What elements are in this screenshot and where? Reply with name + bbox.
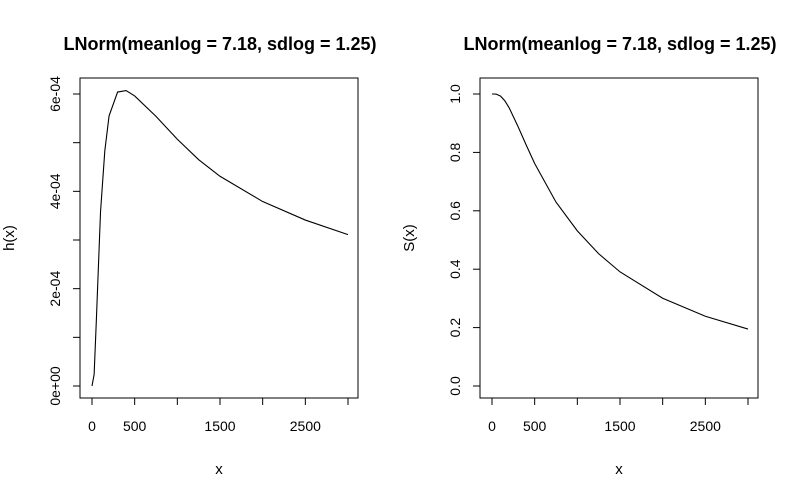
hazard-y-tick-label: 0e+00 [47,366,63,406]
survival-y-tick-label: 0.2 [447,318,463,338]
survival-x-tick-label: 500 [523,418,547,434]
hazard-y-axis: 0e+00 2e-04 4e-04 6e-04 [47,76,81,406]
hazard-chart-title: LNorm(meanlog = 7.18, sdlog = 1.25) [63,34,376,54]
survival-x-axis: 0 500 1500 2500 [488,397,749,434]
survival-y-tick-label: 0.0 [447,376,463,396]
survival-y-tick-label: 0.6 [447,201,463,221]
survival-panel: LNorm(meanlog = 7.18, sdlog = 1.25) 0 500 1… [401,34,777,478]
hazard-y-tick-label: 6e-04 [47,76,63,112]
hazard-x-axis: 0 500 1500 2500 [88,397,349,434]
survival-curve [491,93,749,330]
hazard-x-tick-label: 0 [88,418,96,434]
hazard-y-tick-label: 4e-04 [47,173,63,209]
survival-x-tick-label: 1500 [604,418,635,434]
hazard-x-tick-label: 1500 [204,418,235,434]
hazard-x-axis-label: x [215,461,223,478]
hazard-y-tick-label: 2e-04 [47,271,63,307]
survival-x-tick-label: 2500 [690,418,721,434]
hazard-x-tick-label: 2500 [290,418,321,434]
hazard-panel: LNorm(meanlog = 7.18, sdlog = 1.25) 0 500 1… [1,34,377,478]
survival-plot-frame [479,77,759,399]
survival-x-tick-label: 0 [488,418,496,434]
survival-chart-title: LNorm(meanlog = 7.18, sdlog = 1.25) [463,34,776,54]
survival-y-axis-label: S(x) [401,224,418,252]
survival-y-tick-label: 1.0 [447,84,463,104]
hazard-y-axis-label: h(x) [1,225,18,251]
survival-y-tick-label: 0.4 [447,259,463,279]
survival-x-axis-label: x [615,461,623,478]
hazard-curve [91,90,349,387]
survival-y-axis: 0.0 0.2 0.4 0.6 0.8 1.0 [447,84,481,396]
hazard-x-tick-label: 500 [123,418,147,434]
hazard-plot-frame [79,77,359,399]
survival-y-tick-label: 0.8 [447,142,463,162]
